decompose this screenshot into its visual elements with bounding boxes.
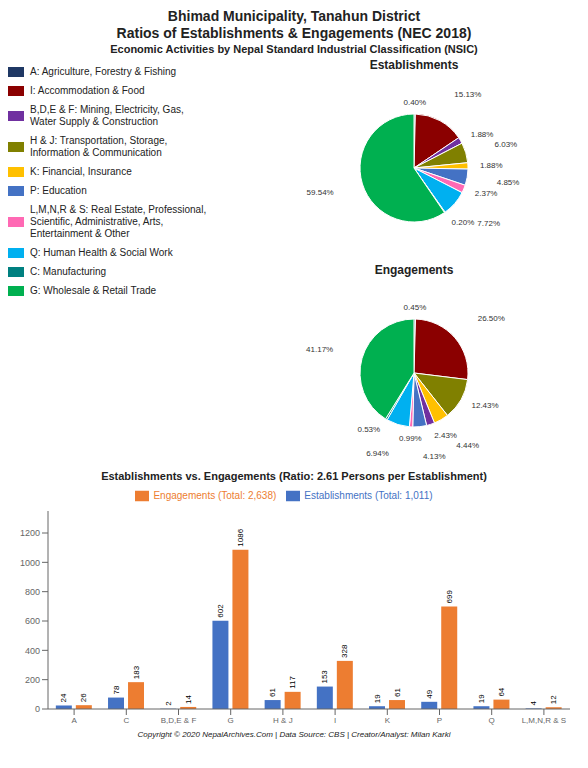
svg-text:1000: 1000: [20, 558, 40, 568]
svg-text:6.03%: 6.03%: [495, 140, 518, 149]
svg-text:2.37%: 2.37%: [475, 189, 498, 198]
svg-text:6.94%: 6.94%: [366, 449, 389, 458]
html-text:Establishments (Total: 1,011): Establishments (Total: 1,011): [304, 489, 433, 501]
html-text:Q: Human Health & Social Work: Q: Human Health & Social Work: [30, 247, 173, 258]
svg-text:0.99%: 0.99%: [399, 434, 422, 443]
svg-text:328: 328: [340, 644, 349, 658]
svg-text:699: 699: [445, 590, 454, 604]
svg-text:26.50%: 26.50%: [478, 314, 505, 323]
svg-text:602: 602: [216, 604, 225, 618]
svg-text:H & J: H & J: [273, 716, 293, 725]
svg-text:1200: 1200: [20, 528, 40, 538]
svg-text:1086: 1086: [236, 528, 245, 546]
svg-text:64: 64: [497, 687, 506, 696]
svg-text:P: P: [437, 716, 442, 725]
svg-text:61: 61: [268, 688, 277, 697]
svg-text:Q: Q: [489, 716, 495, 725]
html-text:A: Agriculture, Forestry & Fis: A: Agriculture, Forestry & Fishing: [30, 66, 177, 77]
svg-text:2.43%: 2.43%: [434, 431, 457, 440]
svg-text:C: C: [123, 716, 129, 725]
svg-text:41.17%: 41.17%: [306, 345, 333, 354]
svg-text:12: 12: [549, 695, 558, 704]
html-text:P: Education: P: Education: [30, 185, 87, 196]
html-text:Engagements (Total: 2,638): Engagements (Total: 2,638): [153, 489, 277, 501]
svg-text:0.40%: 0.40%: [403, 98, 426, 107]
svg-text:0.45%: 0.45%: [404, 303, 427, 312]
html-text:Establishments: Establishments: [369, 58, 459, 72]
svg-text:200: 200: [25, 675, 40, 685]
svg-text:K: K: [385, 716, 391, 725]
svg-text:14: 14: [184, 694, 193, 703]
svg-text:2: 2: [164, 701, 173, 706]
svg-text:0.20%: 0.20%: [452, 218, 475, 227]
svg-text:7.72%: 7.72%: [477, 219, 500, 228]
html-text:G: Wholesale & Retail Trade: G: Wholesale & Retail Trade: [30, 285, 157, 296]
svg-text:183: 183: [132, 665, 141, 679]
svg-text:A: A: [71, 716, 77, 725]
html-text:L,M,N,R & S: Real Estate, Prof: L,M,N,R & S: Real Estate, Professional, …: [30, 204, 207, 239]
html-text:Economic Activities by Nepal S: Economic Activities by Nepal Standard In…: [110, 43, 478, 55]
svg-text:0: 0: [35, 704, 40, 714]
html-text:C: Manufacturing: C: Manufacturing: [30, 266, 107, 277]
svg-text:19: 19: [373, 694, 382, 703]
svg-text:49: 49: [425, 689, 434, 698]
html-text:Establishments vs. Engagements: Establishments vs. Engagements (Ratio: 2…: [101, 470, 487, 482]
svg-text:G: G: [228, 716, 234, 725]
svg-text:800: 800: [25, 587, 40, 597]
svg-text:153: 153: [320, 670, 329, 684]
html-text:H & J: Transportation, Storage: H & J: Transportation, Storage, Informat…: [30, 135, 168, 158]
svg-text:12.43%: 12.43%: [472, 401, 499, 410]
svg-text:61: 61: [393, 688, 402, 697]
svg-text:I: I: [334, 716, 336, 725]
svg-text:B,D,E & F: B,D,E & F: [161, 716, 197, 725]
svg-text:59.54%: 59.54%: [307, 188, 334, 197]
svg-text:24: 24: [59, 693, 68, 702]
svg-text:600: 600: [25, 616, 40, 626]
html-text:Bhimad Municipality, Tanahun D: Bhimad Municipality, Tanahun District Ra…: [116, 8, 472, 41]
html-text:B,D,E & F: Mining, Electricity: B,D,E & F: Mining, Electricity, Gas, Wat…: [30, 104, 184, 127]
svg-text:4.44%: 4.44%: [456, 441, 479, 450]
svg-text:0.53%: 0.53%: [357, 425, 380, 434]
html-text:I: Accommodation & Food: I: Accommodation & Food: [30, 85, 145, 96]
svg-text:1.88%: 1.88%: [480, 161, 503, 170]
svg-text:4: 4: [529, 700, 538, 705]
svg-text:78: 78: [112, 685, 121, 694]
svg-text:15.13%: 15.13%: [454, 90, 481, 99]
svg-text:4.85%: 4.85%: [497, 178, 520, 187]
svg-text:117: 117: [288, 676, 297, 689]
svg-text:1.88%: 1.88%: [471, 130, 494, 139]
html-text:Engagements: Engagements: [374, 263, 454, 277]
svg-text:400: 400: [25, 646, 40, 656]
html-text:K: Financial, Insurance: K: Financial, Insurance: [30, 166, 132, 177]
svg-text:L,M,N,R & S: L,M,N,R & S: [522, 716, 566, 725]
svg-text:4.13%: 4.13%: [423, 452, 446, 461]
svg-text:19: 19: [477, 694, 486, 703]
html-text:Copyright © 2020 NepalArchives: Copyright © 2020 NepalArchives.Com | Dat…: [137, 730, 451, 739]
svg-text:26: 26: [79, 693, 88, 702]
